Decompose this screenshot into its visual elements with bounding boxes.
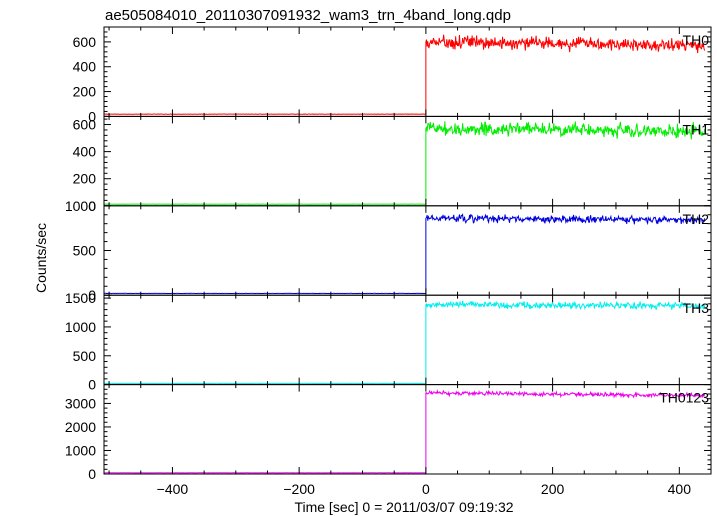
series-line-th0123: [103, 389, 706, 474]
x-tick-label: −400: [157, 481, 189, 497]
y-tick-label: 200: [73, 171, 97, 187]
panel-th3: 0 500 1000 1500 TH3: [65, 290, 712, 393]
y-tick-label: 400: [73, 59, 97, 75]
y-tick-label: 200: [73, 84, 97, 100]
y-tick-label: 0: [88, 466, 96, 482]
panel-stack: 0 200 400 600 TH0 0 200 400 600 TH1 0 500 1000 TH2 0 50…: [65, 26, 712, 497]
series-line-th3: [104, 300, 706, 385]
panel-frame: [103, 384, 712, 475]
x-tick-label: 400: [668, 481, 692, 497]
x-tick-label: −200: [283, 481, 315, 497]
series-line-th1: [103, 121, 706, 205]
panel-label-th3: TH3: [683, 300, 710, 316]
chart-title: ae505084010_20110307091932_wam3_trn_4ban…: [105, 7, 511, 24]
panel-th0: 0 200 400 600 TH0: [73, 26, 712, 124]
y-tick-label: 0: [88, 198, 96, 214]
panel-frame: [103, 26, 712, 117]
panel-frame: [103, 294, 712, 386]
series-line-th2: [103, 213, 706, 295]
y-tick-label: 500: [73, 348, 97, 364]
panel-label-th0: TH0: [683, 32, 710, 48]
y-tick-label: 2000: [65, 419, 96, 435]
y-tick-label: 0: [88, 108, 96, 124]
series-line-th0: [103, 34, 706, 115]
y-axis-label: Counts/sec: [33, 223, 49, 293]
y-tick-label: 400: [73, 144, 97, 160]
x-axis-label: Time [sec] 0 = 2011/03/07 09:19:32: [294, 499, 513, 515]
y-tick-label: 600: [73, 34, 97, 50]
panel-label-th1: TH1: [683, 121, 710, 137]
panel-th0123: 0 1000 2000 3000 TH0123: [65, 384, 712, 482]
panel-th2: 0 500 1000 TH2: [65, 198, 712, 303]
y-tick-label: 0: [88, 287, 96, 303]
x-tick-label: 200: [541, 481, 565, 497]
panel-label-th2: TH2: [683, 211, 710, 227]
y-tick-label: 1000: [65, 198, 96, 214]
y-tick-label: 1000: [65, 319, 96, 335]
panel-label-th0123: TH0123: [659, 390, 709, 406]
y-tick-label: 500: [73, 243, 97, 259]
y-tick-label: 0: [88, 377, 96, 393]
y-tick-label: 1000: [65, 442, 96, 458]
panel-th1: 0 200 400 600 TH1: [73, 115, 712, 214]
panel-frame: [103, 115, 712, 207]
y-tick-label: 3000: [65, 395, 96, 411]
y-tick-label: 600: [73, 117, 97, 133]
y-tick-label: 1500: [65, 290, 96, 306]
x-tick-label: 0: [422, 481, 430, 497]
